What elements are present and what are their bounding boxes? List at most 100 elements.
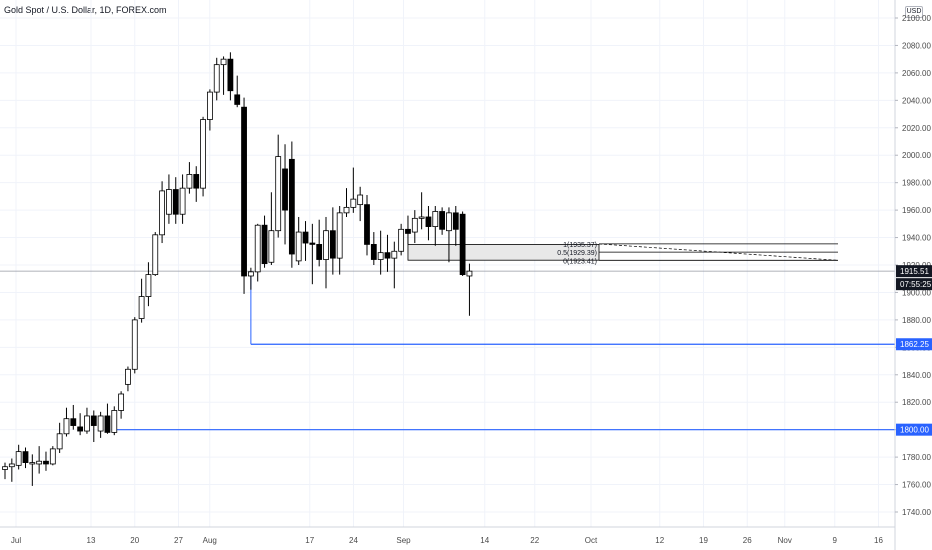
candle-body [370, 244, 377, 260]
y-tick-label: 1980.00 [902, 179, 931, 188]
candle-body [343, 206, 350, 214]
candle-body [159, 190, 165, 236]
candle [2, 462, 8, 480]
y-tick-label: 1940.00 [902, 234, 931, 243]
x-tick-label: 19 [699, 536, 708, 545]
candle [22, 447, 29, 469]
candle [186, 162, 193, 194]
candle-body [391, 250, 398, 259]
candle-body [411, 217, 418, 233]
candle-body [425, 216, 432, 227]
candle [411, 210, 418, 244]
candle-body [336, 212, 343, 259]
candle [364, 195, 370, 256]
candle-body [377, 252, 384, 260]
candle [8, 458, 15, 482]
candle-body [138, 296, 145, 319]
last-price-badge: 1915.51 [896, 265, 932, 278]
candle [166, 174, 172, 224]
candle-body [302, 231, 309, 244]
countdown-badge-text: 07:55:25 [900, 280, 932, 289]
candle [343, 188, 350, 217]
candle-body [145, 274, 152, 297]
x-tick-label: 17 [305, 536, 314, 545]
fib-level-label: 1(1935.37) [563, 242, 597, 249]
candle-body [56, 433, 63, 450]
candle [405, 215, 411, 245]
candle-body [275, 156, 282, 232]
candle [452, 205, 459, 246]
y-tick-label: 2080.00 [902, 41, 931, 50]
candle-body [282, 168, 288, 211]
candle [138, 278, 145, 323]
y-tick-label: 1760.00 [902, 481, 931, 490]
candle [391, 241, 398, 289]
candle [261, 215, 268, 268]
fib-level-label: 0.5(1929.39) [557, 250, 597, 257]
candle [459, 211, 466, 276]
candle-body [288, 158, 295, 255]
lower-level-badge: 1800.00 [896, 423, 932, 436]
candle-body [432, 211, 439, 227]
candle-body [77, 426, 84, 432]
x-tick-label: 27 [174, 536, 183, 545]
y-tick-label: 2000.00 [902, 151, 931, 160]
candle [377, 230, 384, 275]
candle-body [220, 58, 227, 66]
candle [275, 134, 282, 238]
y-tick-label: 2020.00 [902, 124, 931, 133]
x-tick-label: 12 [655, 536, 664, 545]
candle [104, 403, 111, 434]
candle [70, 404, 77, 430]
x-tick-label: Aug [203, 536, 217, 545]
price-badges: 1915.51 07:55:25 1862.25 1800.00 [896, 265, 932, 436]
candle [29, 454, 36, 486]
y-tick-label: 1740.00 [902, 508, 931, 517]
candle-body [261, 224, 268, 265]
horizontal-levels [0, 270, 895, 431]
candle-body [398, 228, 405, 252]
candle [241, 97, 247, 294]
candle [111, 406, 118, 436]
candle [43, 451, 49, 471]
y-tick-label: 1840.00 [902, 371, 931, 380]
candle [84, 407, 90, 434]
candle [159, 181, 165, 244]
candle-body [90, 415, 97, 426]
candle [15, 444, 22, 470]
candle [336, 205, 343, 275]
candle [302, 221, 309, 261]
candle [206, 89, 213, 131]
candle-body [97, 415, 104, 432]
candle-body [118, 393, 125, 411]
candle-body [152, 234, 159, 276]
candle-body [179, 187, 186, 215]
candle-body [405, 228, 411, 234]
candle-body [357, 194, 364, 206]
currency-button[interactable]: USD [905, 6, 923, 18]
candle-body [70, 418, 77, 426]
candle [77, 413, 84, 436]
candles [2, 52, 473, 486]
candle [227, 52, 234, 101]
candle-body [459, 213, 466, 276]
candle [193, 166, 200, 202]
candle [145, 262, 152, 307]
x-tick-label: 14 [480, 536, 489, 545]
fib-level-label: 0(1923.41) [563, 258, 597, 265]
candle-body [84, 415, 90, 432]
candle [350, 167, 357, 213]
candle-body [29, 462, 36, 465]
candle [288, 141, 295, 268]
candle [254, 223, 261, 282]
x-tick-label: 24 [349, 536, 358, 545]
candle-body [200, 119, 206, 189]
candle-body [111, 410, 118, 433]
fib-retracement[interactable]: 1(1935.37)0.5(1929.39)0(1923.41) [407, 242, 839, 265]
countdown-badge: 07:55:25 [896, 278, 932, 291]
candle-body [247, 271, 254, 277]
candle [213, 57, 220, 101]
candle-body [309, 242, 316, 245]
y-tick-label: 2060.00 [902, 69, 931, 78]
